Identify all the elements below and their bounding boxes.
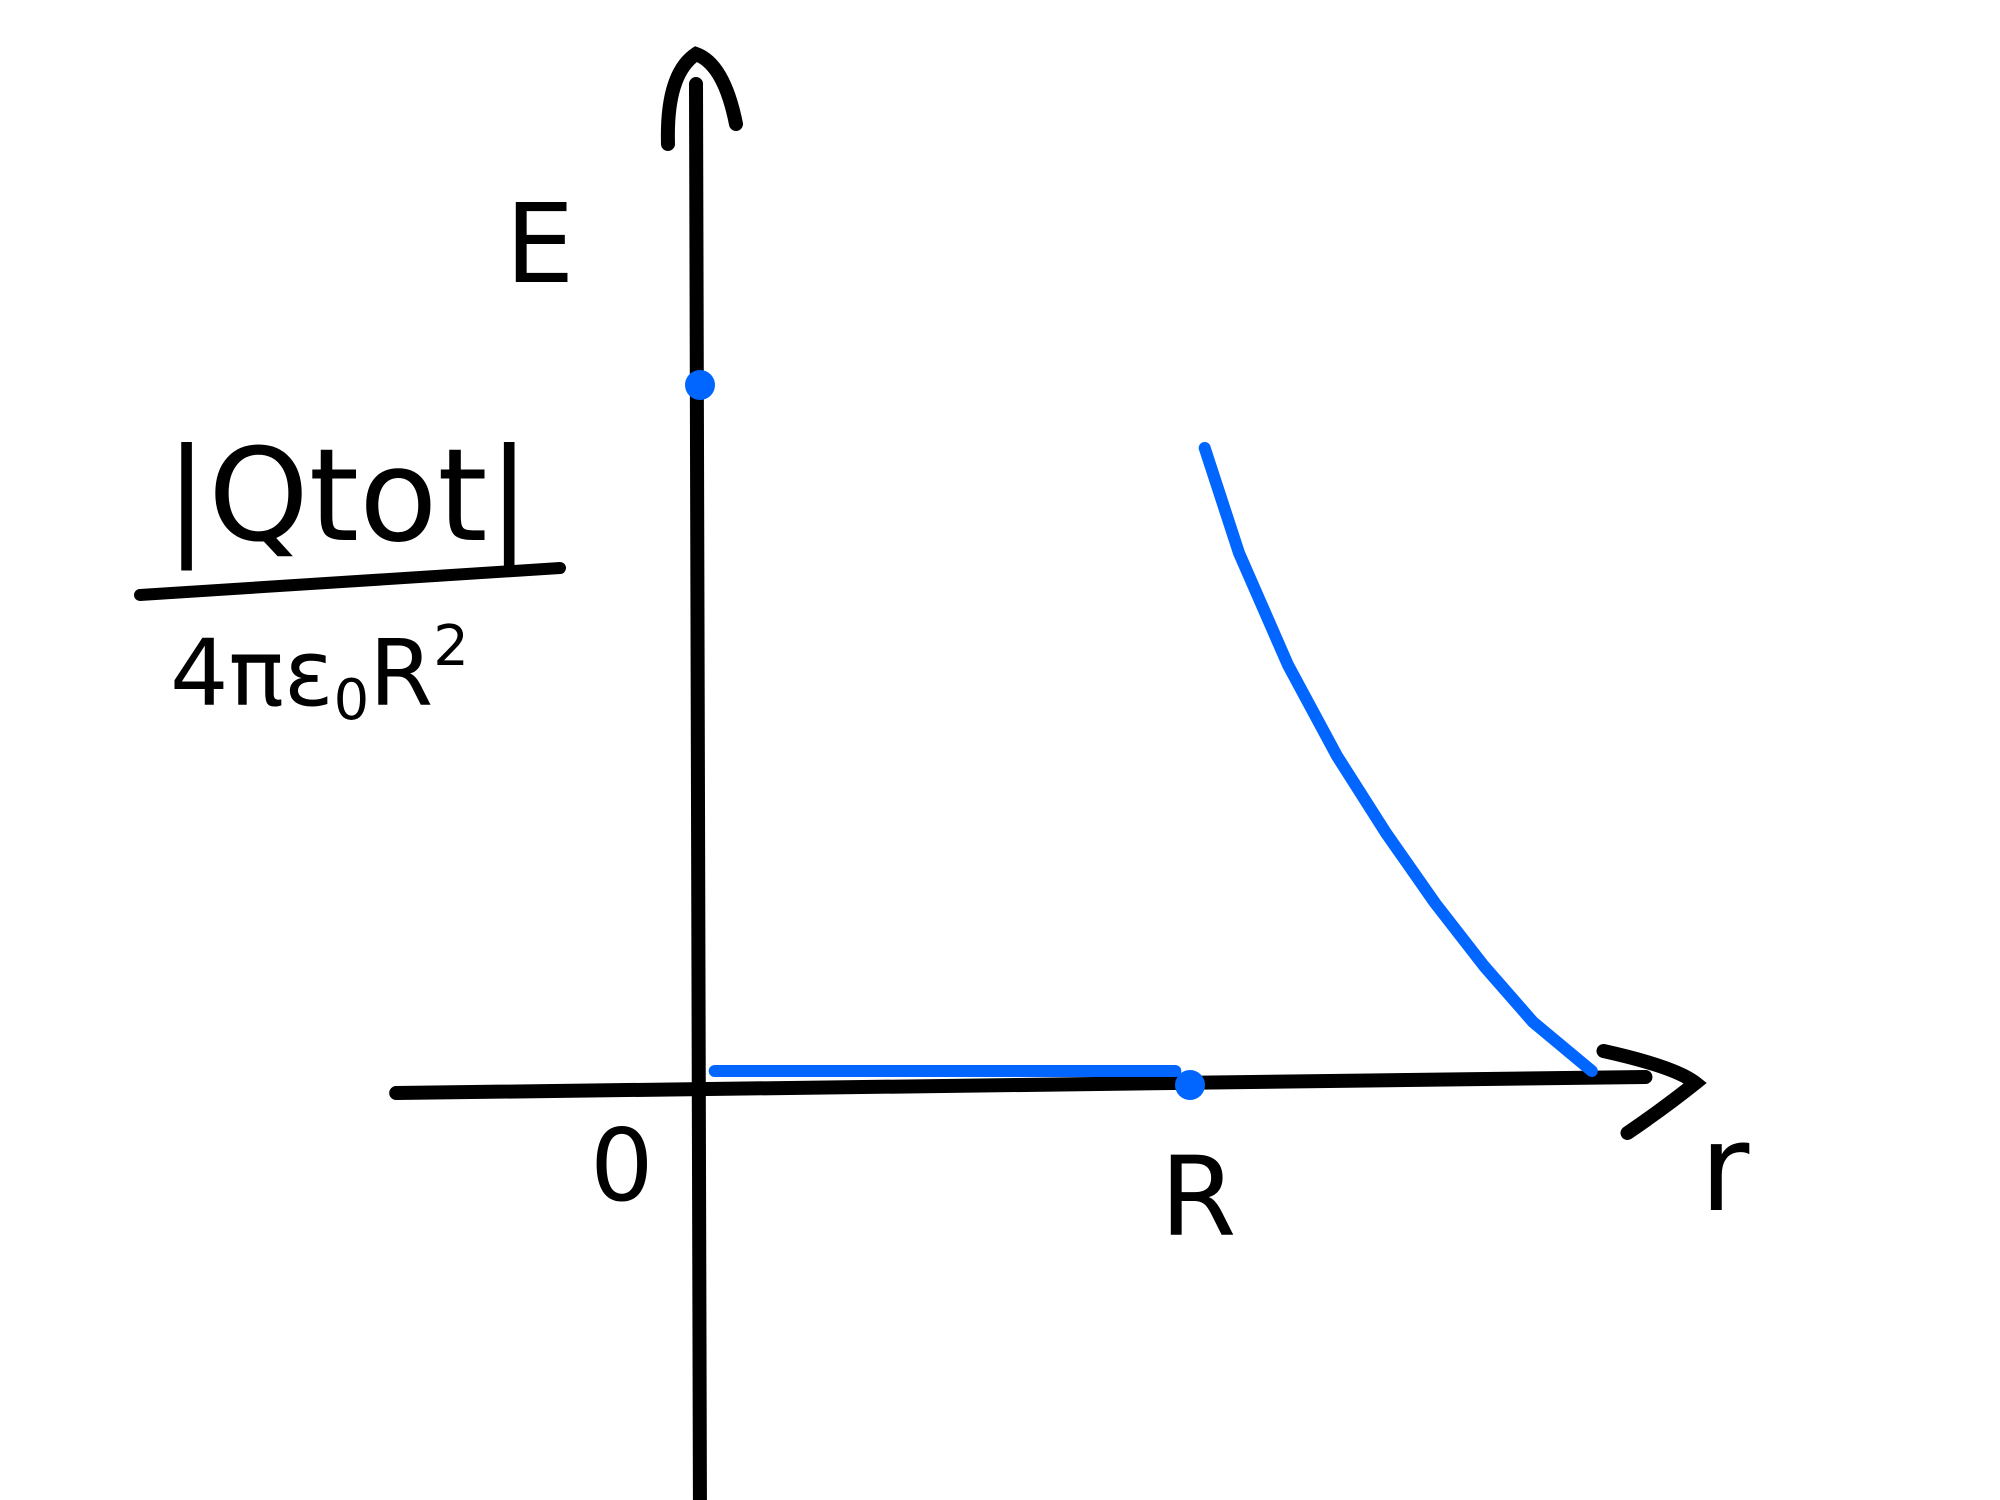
x-axis-arrowhead	[1596, 1044, 1707, 1140]
series-group	[685, 370, 1598, 1100]
denominator-subscript: 0	[334, 668, 370, 733]
fraction-numerator: |Qtot|	[165, 422, 531, 571]
y-axis	[689, 77, 707, 1500]
x-axis-label: r	[1700, 1100, 1750, 1239]
fraction-bar	[134, 562, 566, 601]
x-tick-label-r: R	[1160, 1133, 1236, 1261]
x-axis	[389, 1070, 1653, 1100]
x-tick-label-origin: 0	[590, 1107, 654, 1224]
denominator-main: 4πε	[170, 620, 334, 727]
point-y-intercept	[685, 370, 715, 400]
series-segment-outside	[1198, 442, 1598, 1077]
denominator-superscript: 2	[433, 614, 469, 679]
y-axis-arrowhead	[660, 46, 743, 151]
y-axis-label: E	[505, 180, 575, 308]
denominator-tail: R	[369, 620, 433, 727]
y-tick-label-fraction: |Qtot| 4πε0R2	[134, 422, 566, 733]
point-at-r	[1175, 1070, 1205, 1100]
fraction-denominator: 4πε0R2	[170, 614, 469, 733]
